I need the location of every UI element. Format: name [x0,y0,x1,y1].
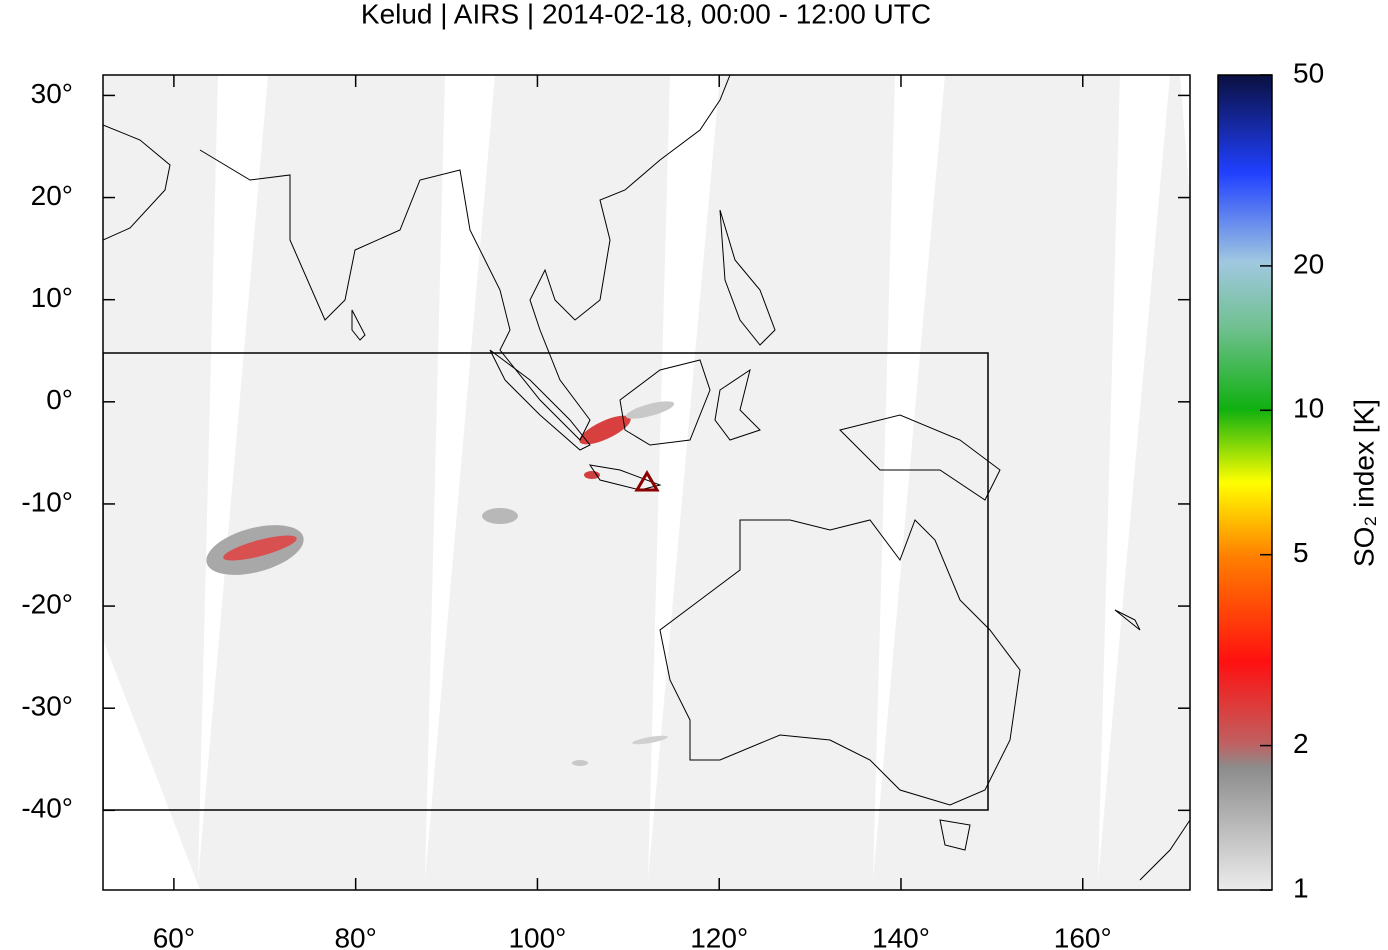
y-tick-label: 0° [46,384,73,415]
plot-frame [102,74,1191,891]
y-tick-label: -20° [21,588,73,619]
x-tick-label: 160° [1054,922,1112,950]
colorbar-tick-label: 50 [1293,57,1324,88]
colorbar-label: SO₂ index [K] [1348,399,1379,567]
x-tick-label: 100° [508,922,566,950]
colorbar-tick-label: 5 [1293,537,1309,568]
colorbar-tick-label: 2 [1293,728,1309,759]
swath-gaps [103,75,1190,890]
colorbar-tick-label: 10 [1293,393,1324,424]
map-area [103,75,1190,890]
so2-plumes [206,401,675,766]
x-tick-label: 140° [872,922,930,950]
y-tick-label: 30° [31,78,73,109]
y-tick-label: -30° [21,691,73,722]
colorbar-tick-label: 1 [1293,872,1309,903]
colorbar [1217,74,1273,891]
y-tick-label: 10° [31,282,73,313]
x-tick-label: 60° [153,922,195,950]
y-tick-label: 20° [31,180,73,211]
coastlines [103,75,1190,881]
region-box [103,352,989,811]
x-tick-label: 120° [690,922,748,950]
x-tick-label: 80° [334,922,376,950]
volcano-marker [634,470,660,492]
chart-title: Kelud | AIRS | 2014-02-18, 00:00 - 12:00… [361,0,931,29]
y-tick-label: -40° [21,793,73,824]
y-tick-label: -10° [21,486,73,517]
colorbar-tick-label: 20 [1293,248,1324,279]
